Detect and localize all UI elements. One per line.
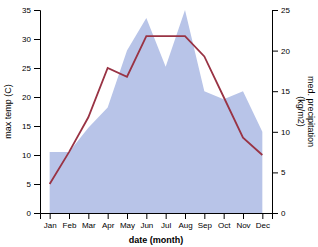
tick: 30 (22, 35, 40, 44)
tick-label: 10 (22, 151, 31, 160)
y-axis-title: max temp (C) (3, 84, 13, 139)
tick: 15 (272, 87, 290, 96)
tick-mark (34, 126, 40, 127)
temperature-line (50, 36, 263, 184)
tick-label: 25 (281, 6, 290, 15)
tick-mark (34, 213, 40, 214)
tick: 10 (272, 128, 290, 137)
tick-label: 20 (281, 47, 290, 56)
tick-mark (272, 51, 278, 52)
precipitation-area (50, 10, 263, 213)
tick-mark (224, 213, 225, 219)
tick-label: 15 (22, 122, 31, 131)
tick: 35 (22, 6, 40, 15)
tick: Dec (256, 213, 270, 230)
tick-mark (50, 213, 51, 219)
tick-label: Sep (198, 221, 213, 230)
tick: Jun (140, 213, 153, 230)
y-axis: 0 5 10 15 20 25 30 35 (22, 6, 40, 218)
x-axis: Jan Feb Mar Apr May Jun Jul Aug Sep Oct Nov Dec (41, 213, 273, 230)
tick: 25 (22, 64, 40, 73)
tick-label: 10 (281, 128, 290, 137)
tick: 15 (22, 122, 40, 131)
tick-label: Apr (102, 221, 115, 230)
tick: 20 (272, 47, 290, 56)
tick-mark (204, 213, 205, 219)
tick-label: Mar (82, 221, 96, 230)
axis-line (273, 11, 279, 214)
tick-label: Feb (63, 221, 77, 230)
tick-label: 20 (22, 93, 31, 102)
tick: Aug (178, 213, 192, 230)
tick: 0 (272, 209, 286, 218)
tick-label: Jun (140, 221, 153, 230)
tick: Jul (161, 213, 171, 230)
tick-label: 15 (281, 87, 290, 96)
tick-label: Jan (44, 221, 57, 230)
tick-label: Dec (256, 221, 270, 230)
tick-mark (34, 39, 40, 40)
tick-label: Jul (161, 221, 171, 230)
tick-mark (146, 213, 147, 219)
tick-mark (272, 10, 278, 11)
tick-mark (272, 172, 278, 173)
tick-label: 5 (27, 180, 32, 189)
tick-mark (166, 213, 167, 219)
tick-mark (34, 184, 40, 185)
tick-label: 0 (27, 209, 32, 218)
tick-mark (34, 68, 40, 69)
tick: 5 (27, 180, 40, 189)
chart-container: Jan Feb Mar Apr May Jun Jul Aug Sep Oct Nov Dec 0 5 10… (0, 0, 318, 247)
plot-marks (50, 10, 263, 213)
tick: Apr (102, 213, 115, 230)
axis-line (41, 214, 273, 220)
tick-label: 5 (281, 168, 286, 177)
tick-label: Aug (178, 221, 192, 230)
tick-mark (88, 213, 89, 219)
tick-mark (34, 97, 40, 98)
tick-label: 0 (281, 209, 286, 218)
tick-mark (185, 213, 186, 219)
tick-label: 35 (22, 6, 31, 15)
chart-svg: Jan Feb Mar Apr May Jun Jul Aug Sep Oct Nov Dec 0 5 10… (0, 0, 318, 247)
tick: Mar (82, 213, 96, 230)
tick: Feb (63, 213, 77, 230)
tick-mark (272, 91, 278, 92)
tick-mark (262, 213, 263, 219)
tick-mark (272, 213, 278, 214)
tick-mark (69, 213, 70, 219)
y2-axis-title-line: (kg/m2) (296, 96, 306, 127)
y2-axis-title: med. precipitation(kg/m2) (296, 76, 316, 147)
tick: Sep (198, 213, 213, 230)
tick: May (120, 213, 135, 230)
tick: Jan (44, 213, 57, 230)
tick-mark (108, 213, 109, 219)
tick-mark (34, 10, 40, 11)
y2-axis-title-line: med. precipitation (306, 76, 316, 147)
tick: 25 (272, 6, 290, 15)
tick-label: May (120, 221, 135, 230)
x-axis-title: date (month) (129, 235, 184, 245)
tick-mark (34, 155, 40, 156)
tick-label: Oct (218, 221, 231, 230)
tick: 20 (22, 93, 40, 102)
tick: Nov (236, 213, 250, 230)
tick-label: 30 (22, 35, 31, 44)
tick: 5 (272, 168, 286, 177)
tick: 10 (22, 151, 40, 160)
tick: Oct (218, 213, 231, 230)
tick: 0 (27, 209, 40, 218)
y2-axis: 0 5 10 15 20 25 (272, 6, 290, 218)
tick-mark (243, 213, 244, 219)
tick-mark (127, 213, 128, 219)
tick-label: Nov (236, 221, 250, 230)
tick-mark (272, 132, 278, 133)
tick-label: 25 (22, 64, 31, 73)
axis-line (34, 11, 41, 214)
